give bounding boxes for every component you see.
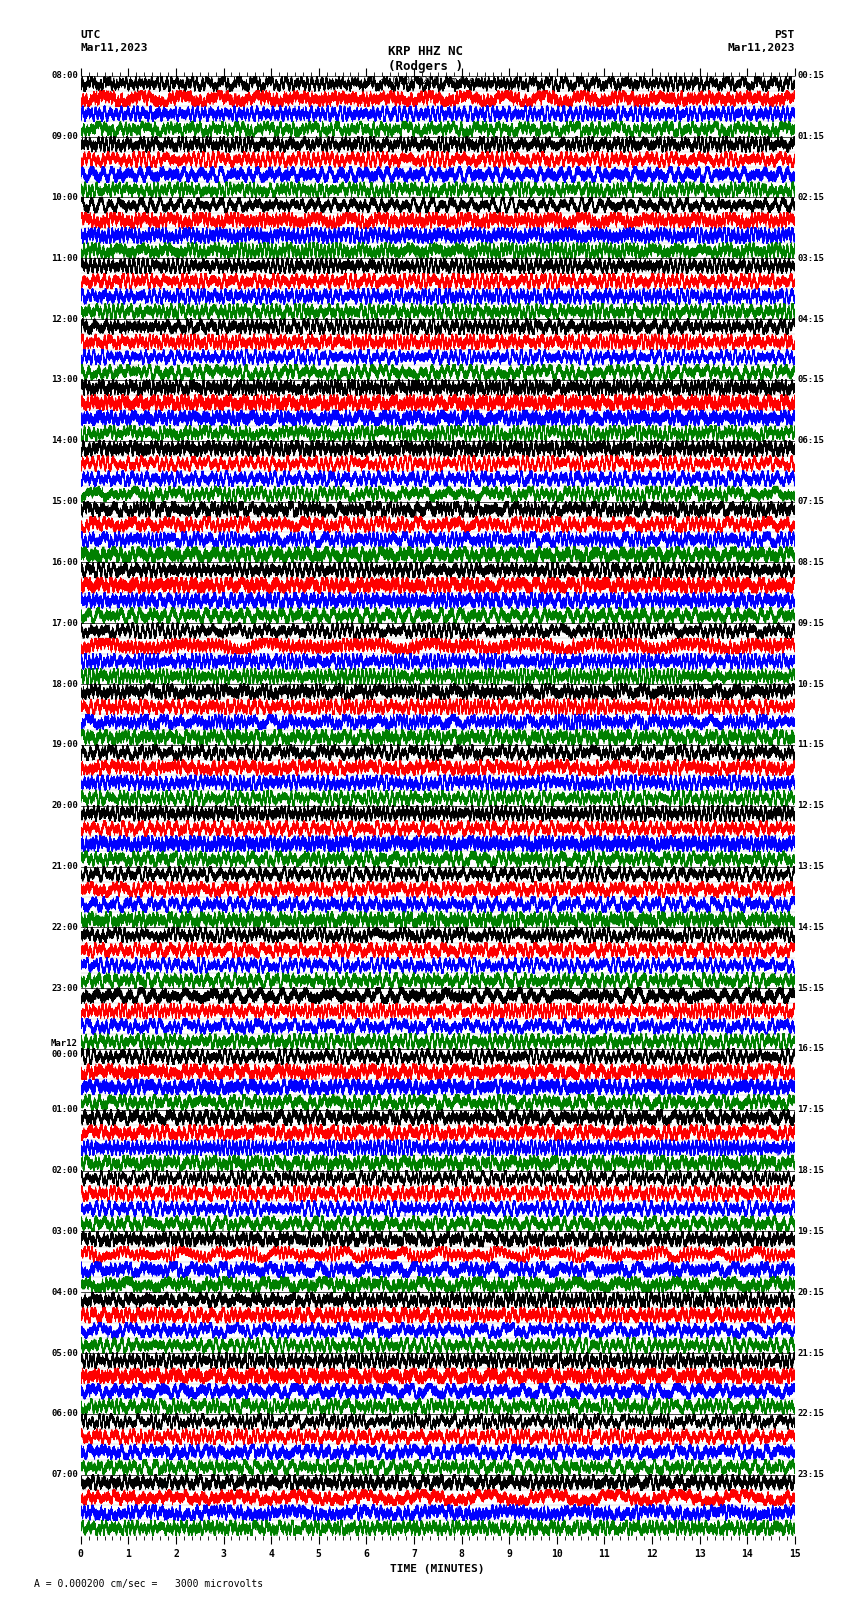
Text: I = 0.000200 cm/sec: I = 0.000200 cm/sec (369, 76, 481, 85)
Text: (Rodgers ): (Rodgers ) (388, 60, 462, 73)
Text: Mar11,2023: Mar11,2023 (728, 44, 795, 53)
Text: Mar11,2023: Mar11,2023 (81, 44, 148, 53)
Text: UTC: UTC (81, 31, 101, 40)
Text: A = 0.000200 cm/sec =   3000 microvolts: A = 0.000200 cm/sec = 3000 microvolts (34, 1579, 264, 1589)
Text: KRP HHZ NC: KRP HHZ NC (388, 45, 462, 58)
X-axis label: TIME (MINUTES): TIME (MINUTES) (390, 1565, 485, 1574)
Text: PST: PST (774, 31, 795, 40)
